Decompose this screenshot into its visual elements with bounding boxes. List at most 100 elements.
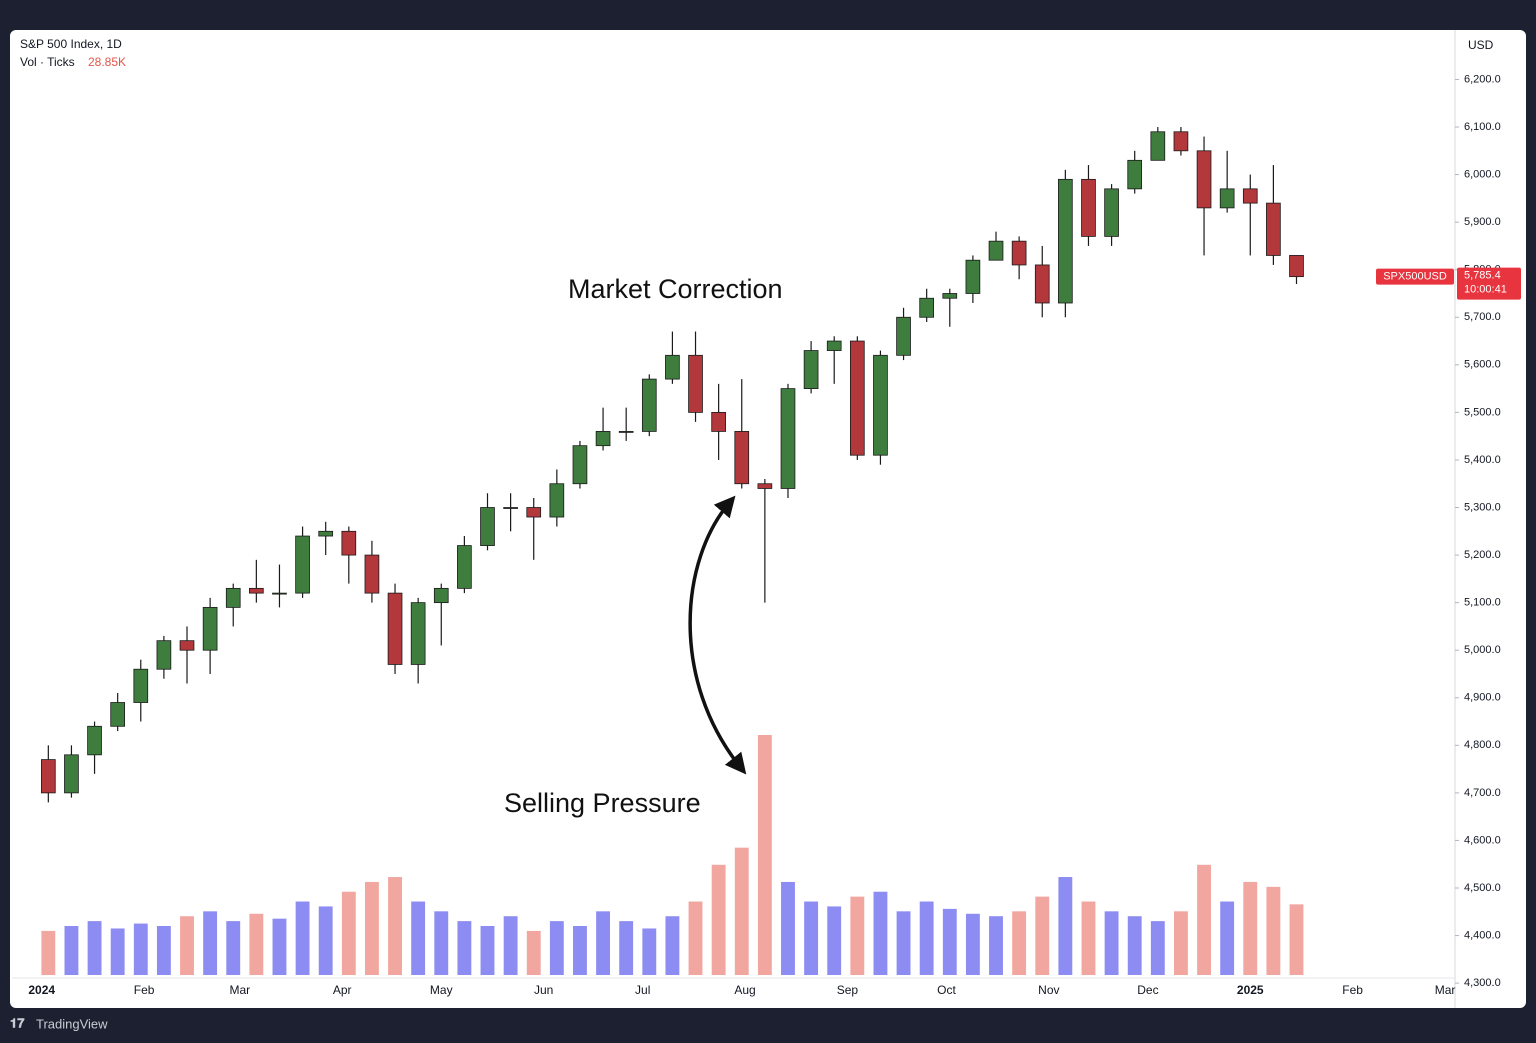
x-tick-label: 2025 xyxy=(1237,983,1264,997)
candle-body xyxy=(156,640,172,670)
candle-body xyxy=(734,431,750,485)
candle-body xyxy=(249,587,264,594)
candle-body xyxy=(202,606,218,651)
volume-bar xyxy=(804,901,819,975)
y-tick-label: 4,400.0 xyxy=(1464,929,1501,941)
candle-body xyxy=(433,587,449,604)
candle-body xyxy=(618,431,634,433)
candle-body xyxy=(1150,131,1166,161)
candle-body xyxy=(826,340,842,351)
y-tick-label: 6,200.0 xyxy=(1464,73,1501,85)
candle-body xyxy=(965,259,981,294)
x-tick-label: 2024 xyxy=(28,983,55,997)
candle-body xyxy=(480,507,495,546)
volume-bar xyxy=(388,877,402,975)
volume-bar xyxy=(711,864,726,975)
y-tick-label: 6,000.0 xyxy=(1464,168,1501,180)
chart-title: S&P 500 Index, 1D xyxy=(20,37,122,51)
volume-bar xyxy=(87,921,102,975)
candle-body xyxy=(595,431,611,447)
candle-body xyxy=(341,530,357,556)
candle-body xyxy=(1011,240,1027,266)
y-tick-label: 4,700.0 xyxy=(1464,787,1501,799)
volume-bar xyxy=(827,906,842,975)
x-tick-label: May xyxy=(430,983,453,997)
x-tick-label: Aug xyxy=(734,983,755,997)
panel xyxy=(10,30,1526,1008)
x-tick-label: Nov xyxy=(1038,983,1059,997)
price-value: 5,785.4 xyxy=(1464,270,1501,282)
candle-body xyxy=(896,316,911,356)
y-tick-label: 5,900.0 xyxy=(1464,216,1501,228)
volume-bar xyxy=(133,923,148,975)
candle-body xyxy=(1034,264,1050,304)
volume-bar xyxy=(180,916,194,975)
volume-bar xyxy=(596,911,611,975)
brand-logo: 𝟏𝟕 xyxy=(10,1015,25,1030)
volume-bar xyxy=(480,926,495,975)
volume-bar xyxy=(549,921,564,975)
volume-bar xyxy=(526,930,541,975)
volume-bar xyxy=(734,847,749,975)
volume-bar xyxy=(156,926,171,975)
y-tick-label: 4,300.0 xyxy=(1464,977,1501,989)
volume-bar xyxy=(1220,901,1235,975)
candle-body xyxy=(665,354,680,380)
annotation-arrow xyxy=(688,495,747,775)
y-tick-label: 5,400.0 xyxy=(1464,454,1501,466)
volume-bar xyxy=(919,901,934,975)
volume-bar xyxy=(573,926,587,975)
volume-bar xyxy=(318,906,333,975)
candle-body xyxy=(1081,178,1096,237)
candle-body xyxy=(1219,188,1235,209)
volume-bar xyxy=(688,901,703,975)
volume-bar xyxy=(434,911,449,975)
candle-body xyxy=(757,483,773,489)
candle-body xyxy=(40,759,56,794)
volume-bar xyxy=(942,908,957,975)
candle-body xyxy=(1173,131,1189,152)
x-tick-label: Feb xyxy=(134,983,155,997)
brand: TradingView xyxy=(36,1016,108,1031)
x-tick-label: Jul xyxy=(635,983,650,997)
candle-body xyxy=(318,530,334,537)
volume-bar xyxy=(757,735,772,975)
volume-bar xyxy=(110,928,125,975)
y-tick-label: 5,100.0 xyxy=(1464,597,1501,609)
candle-body xyxy=(849,340,865,456)
volume-bar xyxy=(1058,877,1073,975)
plot-area xyxy=(40,127,1304,975)
volume-bar xyxy=(1035,896,1050,975)
y-tick-label: 5,600.0 xyxy=(1464,359,1501,371)
x-tick-label: Jun xyxy=(534,983,553,997)
symbol-badge xyxy=(1376,268,1454,285)
x-tick-label: Mar xyxy=(230,983,251,997)
candle-body xyxy=(688,354,703,413)
candle-body xyxy=(387,592,403,665)
price-countdown: 10:00:41 xyxy=(1464,284,1507,296)
volume-bar xyxy=(226,921,241,975)
candle-body xyxy=(1104,188,1119,237)
candle-body xyxy=(641,378,657,432)
volume-bar xyxy=(341,891,356,975)
candle-body xyxy=(572,445,588,485)
volume-bar xyxy=(64,926,79,975)
candle-body xyxy=(873,354,888,456)
volume-legend-label: Vol · Ticks xyxy=(20,55,75,69)
volume-bar xyxy=(642,928,657,975)
y-tick-label: 5,000.0 xyxy=(1464,644,1501,656)
candle-body xyxy=(803,350,819,390)
volume-bar xyxy=(1081,901,1096,975)
volume-legend-value: 28.85K xyxy=(88,55,126,69)
candle-body xyxy=(133,668,149,703)
volume-bar xyxy=(272,918,287,975)
candle-body xyxy=(272,592,287,595)
annotation: Selling Pressure xyxy=(504,788,701,818)
candle-body xyxy=(711,411,726,432)
candle-body xyxy=(1058,178,1073,304)
x-tick-label: Mar xyxy=(1435,983,1456,997)
price-badge xyxy=(1457,267,1521,300)
candle-body xyxy=(1266,202,1281,256)
y-tick-label: 5,700.0 xyxy=(1464,311,1501,323)
